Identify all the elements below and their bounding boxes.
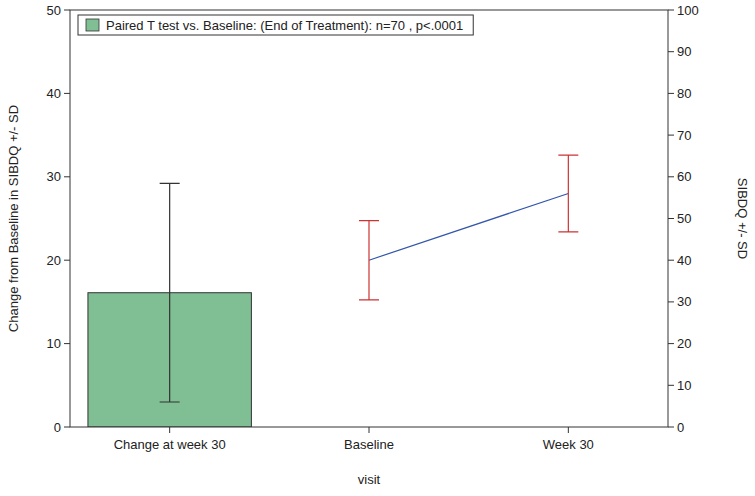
y2-tick-label: 30 (677, 294, 691, 309)
x-tick-label: Baseline (344, 437, 394, 452)
y-axis-title: Change from Baseline in SIBDQ +/- SD (6, 105, 21, 332)
error-bar (558, 155, 578, 232)
y-tick (64, 176, 70, 177)
y-tick-label: 50 (47, 3, 61, 18)
y2-tick-label: 0 (677, 420, 684, 435)
y-tick (64, 10, 70, 11)
y2-tick-label: 50 (677, 211, 691, 226)
background (0, 0, 755, 496)
x-tick (169, 427, 170, 433)
y-tick-label: 40 (47, 86, 61, 101)
y-tick-label: 20 (47, 253, 61, 268)
legend-label: Paired T test vs. Baseline: (End of Trea… (106, 18, 463, 33)
y2-tick (668, 385, 674, 386)
y2-tick (668, 260, 674, 261)
legend-swatch (86, 19, 99, 31)
y2-tick-label: 20 (677, 336, 691, 351)
y-tick (64, 260, 70, 261)
y2-tick (668, 93, 674, 94)
y2-tick-label: 70 (677, 128, 691, 143)
y-tick (64, 427, 70, 428)
error-bar (160, 183, 180, 402)
y2-tick (668, 10, 674, 11)
y2-tick (668, 343, 674, 344)
x-tick-label: Week 30 (543, 437, 594, 452)
x-tick-label: Change at week 30 (114, 437, 226, 452)
y2-axis-title: SIBDQ +/- SD (735, 178, 750, 259)
x-axis-title: visit (358, 472, 381, 487)
error-bar (359, 221, 379, 300)
y2-tick-label: 40 (677, 253, 691, 268)
y2-tick (668, 135, 674, 136)
y2-tick (668, 427, 674, 428)
plot-marks (88, 155, 578, 427)
y2-tick-label: 60 (677, 169, 691, 184)
x-tick (568, 427, 569, 433)
y-tick-label: 30 (47, 169, 61, 184)
y-tick (64, 343, 70, 344)
y2-tick-label: 10 (677, 378, 691, 393)
y2-tick (668, 218, 674, 219)
y2-tick-label: 80 (677, 86, 691, 101)
y2-tick-label: 100 (677, 3, 699, 18)
y2-tick (668, 301, 674, 302)
y-tick (64, 93, 70, 94)
line (369, 193, 568, 260)
y2-tick (668, 176, 674, 177)
legend: Paired T test vs. Baseline: (End of Trea… (78, 15, 473, 35)
y-tick-label: 0 (54, 420, 61, 435)
y-tick-label: 10 (47, 336, 61, 351)
y2-tick (668, 51, 674, 52)
x-tick (369, 427, 370, 433)
plot-frame (70, 10, 668, 427)
y2-tick-label: 90 (677, 44, 691, 59)
legend-box (78, 15, 473, 35)
